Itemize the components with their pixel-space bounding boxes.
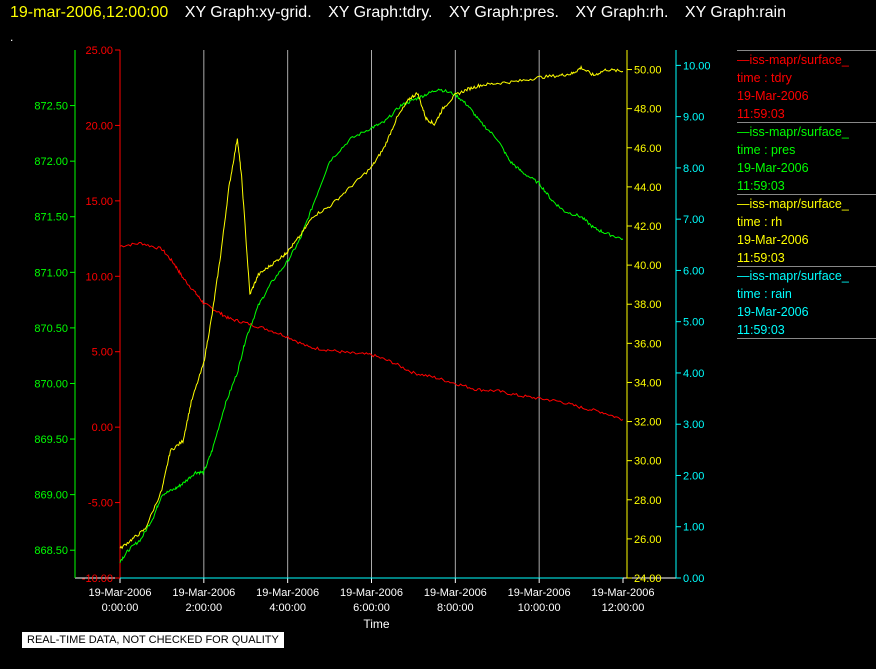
legend-name: —iss-mapr/surface_: [737, 125, 849, 139]
tdry-tick-label: 25.00: [85, 45, 113, 57]
legend-field: time : pres: [737, 143, 796, 157]
legend-time: 11:59:03: [737, 107, 785, 121]
quality-note: REAL-TIME DATA, NOT CHECKED FOR QUALITY: [21, 631, 285, 649]
legend-date: 19-Mar-2006: [737, 233, 809, 247]
x-tick-label: 19-Mar-2006: [424, 587, 487, 599]
pres-tick-label: 871.00: [34, 267, 68, 279]
series-pres: [119, 88, 624, 564]
tdry-tick-label: 15.00: [85, 196, 113, 208]
pres-tick-label: 870.50: [34, 323, 68, 335]
x-tick-label: 0:00:00: [102, 602, 139, 614]
legend-time: 11:59:03: [737, 251, 785, 265]
rain-tick-label: 4.00: [683, 368, 704, 380]
rain-tick-label: 2.00: [683, 470, 704, 482]
marker-dot: .: [10, 30, 14, 44]
x-tick-label: 2:00:00: [185, 602, 222, 614]
rh-tick-label: 48.00: [634, 104, 662, 116]
pres-tick-label: 868.50: [34, 545, 68, 557]
rh-tick-label: 26.00: [634, 534, 662, 546]
x-tick-label: 19-Mar-2006: [256, 587, 319, 599]
legend-name: —iss-mapr/surface_: [737, 269, 849, 283]
x-tick-label: 6:00:00: [353, 602, 390, 614]
legend-field: time : tdry: [737, 71, 792, 85]
tdry-tick-label: 20.00: [85, 120, 113, 132]
pres-tick-label: 869.00: [34, 490, 68, 502]
legend-entry-rh: —iss-mapr/surface_ time : rh 19-Mar-2006…: [737, 194, 876, 266]
rh-tick-label: 40.00: [634, 260, 662, 272]
pres-tick-label: 871.50: [34, 212, 68, 224]
pres-tick-label: 869.50: [34, 434, 68, 446]
pres-tick-label: 872.00: [34, 156, 68, 168]
rh-tick-label: 24.00: [634, 573, 662, 585]
x-tick-label: 10:00:00: [518, 602, 561, 614]
graph-title-tdry: XY Graph:tdry.: [328, 4, 433, 21]
graph-title-xy-grid: XY Graph:xy-grid.: [184, 4, 312, 21]
rain-tick-label: 1.00: [683, 522, 704, 534]
tdry-tick-label: 10.00: [85, 271, 113, 283]
legend-name: —iss-mapr/surface_: [737, 197, 849, 211]
legend-time: 11:59:03: [737, 179, 785, 193]
rh-tick-label: 34.00: [634, 377, 662, 389]
x-tick-label: 12:00:00: [602, 602, 645, 614]
series-tdry: [119, 241, 624, 421]
x-tick-label: 19-Mar-2006: [89, 587, 152, 599]
rh-tick-label: 38.00: [634, 299, 662, 311]
legend-entry-tdry: —iss-mapr/surface_ time : tdry 19-Mar-20…: [737, 50, 876, 122]
rh-tick-label: 30.00: [634, 456, 662, 468]
legend-name: —iss-mapr/surface_: [737, 53, 849, 67]
rh-tick-label: 42.00: [634, 221, 662, 233]
x-tick-label: 19-Mar-2006: [340, 587, 403, 599]
rh-tick-label: 32.00: [634, 417, 662, 429]
legend: —iss-mapr/surface_ time : tdry 19-Mar-20…: [737, 50, 876, 339]
x-tick-label: 19-Mar-2006: [172, 587, 235, 599]
legend-field: time : rh: [737, 215, 783, 229]
x-tick-label: 8:00:00: [437, 602, 474, 614]
tdry-tick-label: -5.00: [88, 498, 113, 510]
pres-tick-label: 870.00: [34, 378, 68, 390]
legend-date: 19-Mar-2006: [737, 305, 809, 319]
rain-tick-label: 0.00: [683, 573, 704, 585]
x-axis-label: Time: [363, 617, 390, 631]
legend-date: 19-Mar-2006: [737, 161, 809, 175]
x-tick-label: 4:00:00: [269, 602, 306, 614]
rh-tick-label: 44.00: [634, 182, 662, 194]
rain-tick-label: 8.00: [683, 163, 704, 175]
legend-field: time : rain: [737, 287, 792, 301]
graph-title-pres: XY Graph:pres.: [448, 4, 559, 21]
graph-title-rh: XY Graph:rh.: [575, 4, 669, 21]
tdry-tick-label: -10.00: [82, 573, 113, 585]
rain-tick-label: 7.00: [683, 214, 704, 226]
legend-entry-rain: —iss-mapr/surface_ time : rain 19-Mar-20…: [737, 266, 876, 339]
rh-tick-label: 36.00: [634, 338, 662, 350]
rain-tick-label: 5.00: [683, 317, 704, 329]
rh-tick-label: 28.00: [634, 495, 662, 507]
graph-title-rain: XY Graph:rain: [684, 4, 786, 21]
series-rh: [119, 65, 624, 550]
legend-date: 19-Mar-2006: [737, 89, 809, 103]
rain-tick-label: 3.00: [683, 419, 704, 431]
tdry-tick-label: 0.00: [92, 422, 113, 434]
rain-tick-label: 10.00: [683, 60, 711, 72]
tdry-tick-label: 5.00: [92, 347, 113, 359]
x-tick-label: 19-Mar-2006: [592, 587, 655, 599]
rain-tick-label: 9.00: [683, 112, 704, 124]
rh-tick-label: 46.00: [634, 143, 662, 155]
legend-time: 11:59:03: [737, 323, 785, 337]
rh-tick-label: 50.00: [634, 65, 662, 77]
timestamp: 19-mar-2006,12:00:00: [10, 4, 169, 21]
x-tick-label: 19-Mar-2006: [508, 587, 571, 599]
title-bar: 19-mar-2006,12:00:00 XY Graph:xy-grid. X…: [0, 0, 876, 26]
pres-tick-label: 872.50: [34, 101, 68, 113]
rain-tick-label: 6.00: [683, 265, 704, 277]
legend-entry-pres: —iss-mapr/surface_ time : pres 19-Mar-20…: [737, 122, 876, 194]
